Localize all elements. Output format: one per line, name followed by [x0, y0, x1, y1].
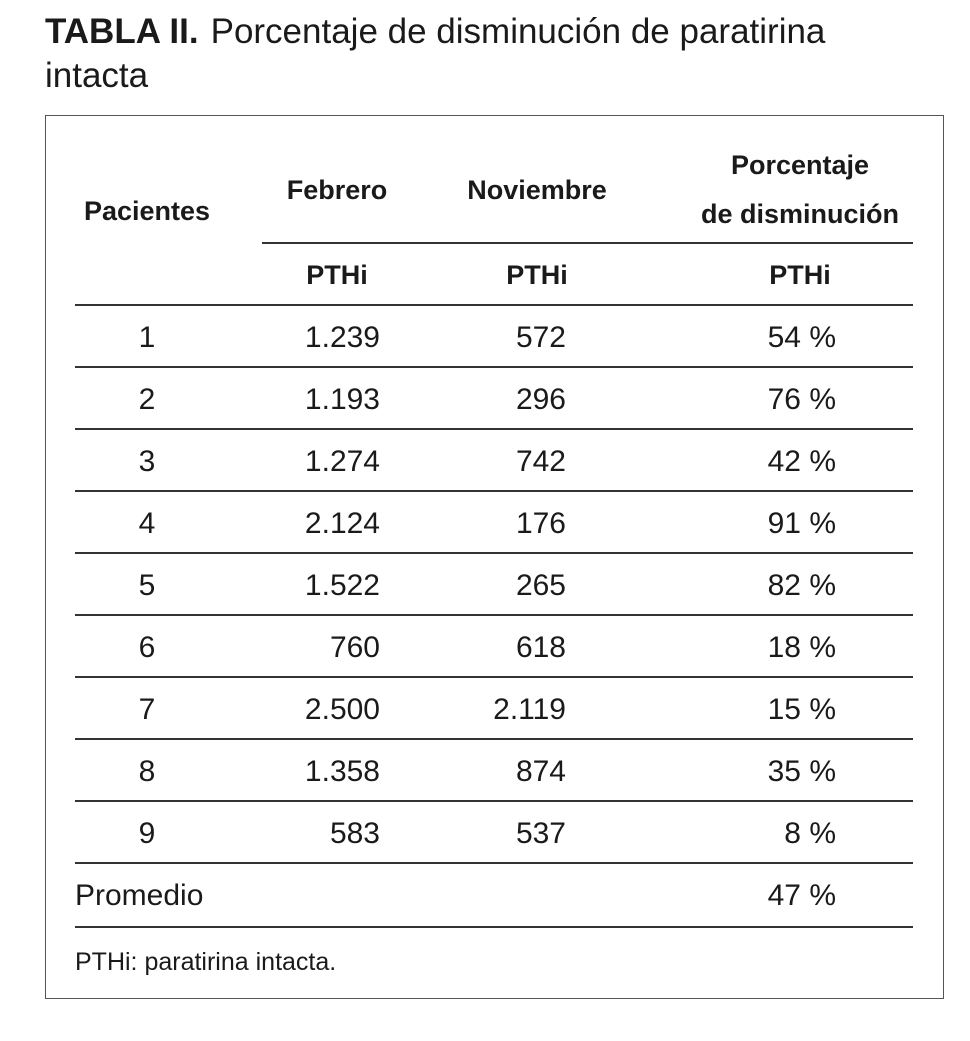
cell: 760	[329, 631, 380, 664]
rule	[75, 552, 913, 554]
header: de disminución	[700, 199, 900, 229]
footnote: PTHi: paratirina intacta.	[75, 948, 337, 976]
cell: 82 %	[767, 569, 836, 602]
title-label: TABLA II.	[45, 12, 199, 51]
cell: 7	[138, 693, 156, 726]
cell: 265	[515, 569, 566, 602]
cell: 1.522	[304, 569, 380, 602]
rule	[75, 926, 913, 928]
cell: 1.193	[304, 383, 380, 416]
cell: 2.500	[304, 693, 380, 726]
cell: 742	[515, 445, 566, 478]
cell: 2	[138, 383, 156, 416]
cell: 1.239	[304, 321, 380, 354]
cell: 296	[515, 383, 566, 416]
cell: 874	[515, 755, 566, 788]
cell: 176	[515, 507, 566, 540]
cell: 2.124	[304, 507, 380, 540]
cell: 2.119	[493, 693, 566, 726]
rule	[75, 800, 913, 802]
cell: 35 %	[767, 755, 836, 788]
cell: 54 %	[767, 321, 836, 354]
cell: 537	[515, 817, 566, 850]
cell: 8	[138, 755, 156, 788]
cell: 3	[138, 445, 156, 478]
rule	[75, 366, 913, 368]
table-frame	[45, 115, 944, 999]
subheader: PTHi	[769, 260, 831, 290]
header: Pacientes	[83, 196, 211, 226]
cell: 4	[138, 507, 156, 540]
cell: 15 %	[767, 693, 836, 726]
title: TABLA II. Porcentaje de disminución de pa…	[45, 10, 925, 98]
rule	[75, 676, 913, 678]
summary-value: 47 %	[767, 879, 836, 912]
rule	[75, 862, 913, 864]
cell: 583	[329, 817, 380, 850]
cell: 8 %	[784, 817, 836, 850]
cell: 618	[515, 631, 566, 664]
cell: 42 %	[767, 445, 836, 478]
rule	[75, 490, 913, 492]
cell: 6	[138, 631, 156, 664]
title-text: Porcentaje de disminución de paratirina …	[45, 12, 826, 95]
cell: 5	[138, 569, 156, 602]
header: Noviembre	[467, 175, 607, 205]
header: Febrero	[286, 175, 388, 205]
rule	[262, 242, 913, 244]
rule	[75, 304, 913, 306]
cell: 91 %	[767, 507, 836, 540]
cell: 76 %	[767, 383, 836, 416]
cell: 572	[515, 321, 566, 354]
cell: 1.358	[304, 755, 380, 788]
rule	[75, 428, 913, 430]
subheader: PTHi	[506, 260, 568, 290]
rule	[75, 614, 913, 616]
subheader: PTHi	[306, 260, 368, 290]
header: Porcentaje	[730, 150, 870, 180]
cell: 1.274	[304, 445, 380, 478]
summary-label: Promedio	[75, 879, 204, 912]
cell: 18 %	[767, 631, 836, 664]
cell: 9	[138, 817, 156, 850]
rule	[75, 738, 913, 740]
cell: 1	[138, 321, 156, 354]
